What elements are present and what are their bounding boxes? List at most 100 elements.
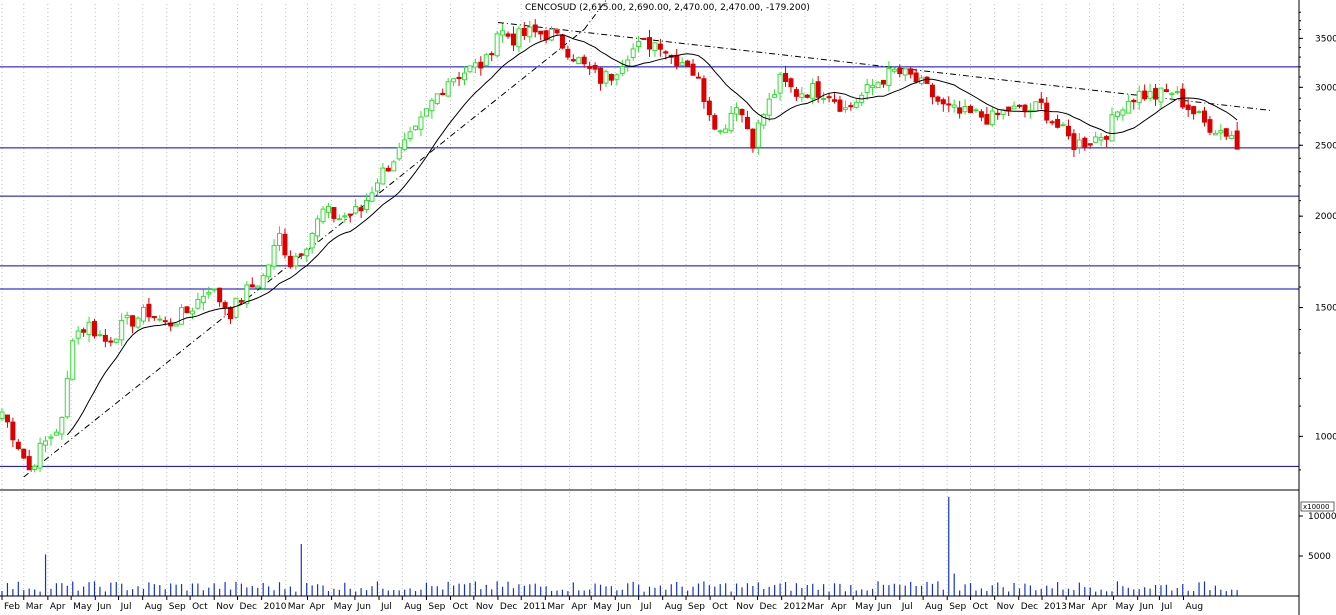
candle-body — [293, 255, 299, 267]
candle-body — [1223, 128, 1229, 137]
candle-body — [1098, 136, 1104, 141]
candle-body — [331, 207, 337, 219]
axis-layer: Feb Mar Apr May Jun Jul Aug Sep Oct Nov Dec 2010 Mar… — [1, 11, 1336, 612]
candle-body — [788, 78, 794, 88]
candle-body — [880, 79, 886, 85]
volume-layer — [1, 496, 1238, 596]
candle-body — [59, 416, 65, 435]
candle-body — [598, 67, 604, 84]
x-tick-label: May — [855, 602, 874, 612]
candle-body — [249, 284, 255, 288]
candle-body — [135, 317, 141, 328]
candle-body — [647, 37, 652, 50]
candle-body — [842, 107, 848, 111]
candle-body — [108, 340, 114, 343]
candle-body — [837, 99, 843, 112]
candle-body — [652, 42, 658, 51]
candle-body — [179, 307, 185, 325]
candle-body — [195, 299, 201, 309]
candle-body — [570, 59, 576, 62]
candle-body — [347, 213, 353, 216]
candle-body — [636, 40, 642, 48]
candle-body — [657, 43, 663, 50]
candle-body — [407, 131, 413, 139]
candle-body — [1163, 89, 1169, 92]
candle-body — [772, 94, 778, 98]
candle-body — [559, 34, 565, 49]
x-tick-label: Sep — [169, 602, 186, 612]
candle-body — [1109, 114, 1115, 142]
x-tick-label: Aug — [145, 602, 163, 612]
candle-body — [37, 442, 43, 469]
candle-body — [320, 208, 326, 223]
candle-body — [625, 59, 631, 67]
volume-tick-label: 10000 — [1308, 512, 1336, 522]
candle-body — [723, 128, 729, 133]
candle-body — [864, 84, 870, 94]
candle-body — [962, 106, 968, 113]
candle-body — [1153, 88, 1159, 100]
candle-body — [641, 37, 647, 40]
candle-body — [140, 306, 146, 322]
candle-body — [875, 81, 881, 89]
candle-body — [1169, 92, 1175, 96]
candle-body — [277, 232, 282, 246]
candle-body — [1022, 104, 1028, 113]
candle-body — [554, 29, 560, 34]
candle-body — [1071, 133, 1077, 151]
candle-body — [315, 218, 321, 237]
candle-body — [946, 103, 952, 106]
x-tick-label: May — [73, 602, 92, 612]
candle-body — [1017, 104, 1022, 107]
candle-body — [951, 104, 957, 108]
candle-body — [157, 318, 163, 321]
x-tick-label: Dec — [500, 602, 517, 612]
candle-body — [48, 436, 54, 439]
candle-body — [902, 68, 908, 76]
candle-body — [549, 28, 555, 41]
candle-body — [527, 26, 533, 38]
candle-body — [853, 101, 859, 108]
candle-body — [53, 431, 59, 436]
candle-body — [342, 215, 348, 218]
candle-body — [478, 61, 484, 69]
x-tick-label: 2010 — [264, 602, 287, 612]
volume-multiplier-label: x10000 — [1303, 503, 1329, 511]
x-tick-label: 2011 — [523, 602, 546, 612]
x-tick-label: Sep — [688, 602, 705, 612]
x-tick-label: Jul — [120, 602, 132, 612]
candle-body — [304, 248, 310, 257]
candle-body — [396, 147, 402, 160]
candle-body — [739, 109, 745, 116]
candle-body — [325, 205, 331, 213]
candle-body — [804, 94, 810, 98]
candle-body — [940, 99, 946, 105]
x-tick-label: Nov — [997, 602, 1015, 612]
candle-body — [1191, 106, 1197, 115]
x-tick-label: Mar — [1068, 602, 1085, 612]
candle-body — [97, 334, 103, 337]
x-tick-label: Aug — [925, 602, 943, 612]
x-tick-label: Jun — [616, 602, 631, 612]
candle-body — [712, 115, 718, 130]
candle-body — [1093, 136, 1099, 143]
candle-body — [832, 99, 837, 102]
candle-body — [374, 182, 380, 192]
candle-body — [1087, 143, 1093, 146]
candle-body — [821, 98, 827, 101]
x-tick-label: May — [1116, 602, 1135, 612]
candle-body — [1065, 125, 1071, 137]
candles-layer — [0, 19, 1240, 473]
candle-body — [581, 56, 587, 65]
candle-body — [750, 128, 756, 149]
candle-body — [189, 310, 195, 315]
candle-body — [1011, 105, 1017, 110]
candle-body — [935, 96, 941, 102]
candle-body — [10, 421, 16, 441]
x-tick-label: Mar — [807, 602, 824, 612]
candle-body — [434, 93, 440, 104]
candle-body — [1104, 136, 1110, 140]
candle-body — [364, 199, 370, 210]
candle-body — [413, 125, 419, 131]
